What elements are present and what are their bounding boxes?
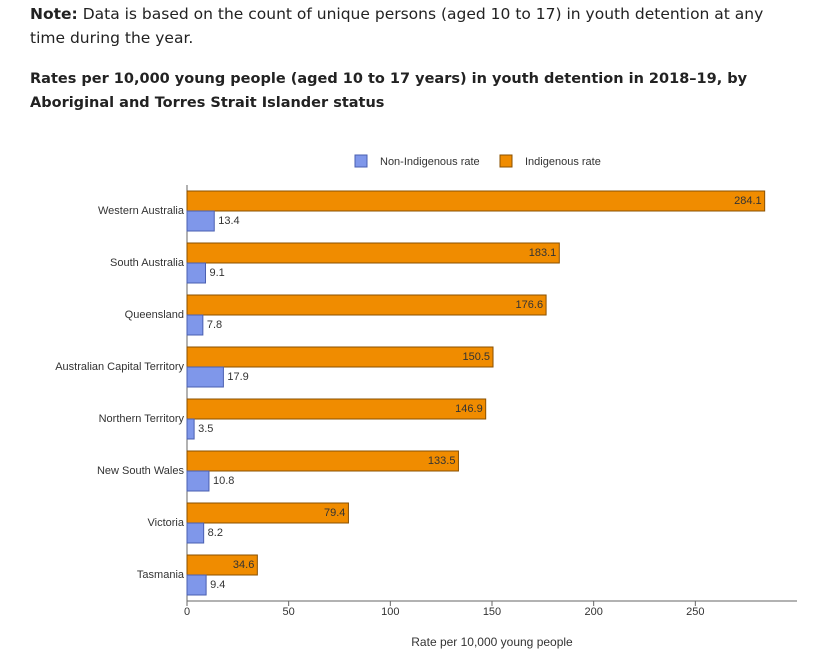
chart-title: Rates per 10,000 young people (aged 10 t… xyxy=(30,71,748,111)
bar xyxy=(186,418,195,440)
bar xyxy=(186,366,224,388)
value-label: 3.5 xyxy=(198,423,213,435)
bar xyxy=(186,574,207,596)
x-axis-label: Rate per 10,000 young people xyxy=(411,635,573,649)
y-tick-label: Victoria xyxy=(148,517,185,529)
value-label: 9.1 xyxy=(210,267,225,279)
y-tick-label: Australian Capital Territory xyxy=(55,361,184,373)
bar xyxy=(186,346,494,368)
bar xyxy=(186,522,205,544)
value-label: 8.2 xyxy=(208,527,223,539)
x-tick-label: 50 xyxy=(283,606,295,618)
x-tick-label: 200 xyxy=(584,606,602,618)
value-label: 10.8 xyxy=(213,475,234,487)
note: Note: Data is based on the count of uniq… xyxy=(30,2,800,50)
value-label: 9.4 xyxy=(210,579,225,591)
bar xyxy=(186,314,204,336)
value-label: 176.6 xyxy=(516,299,544,311)
value-label: 284.1 xyxy=(734,195,762,207)
legend-swatch xyxy=(354,154,368,168)
value-label: 79.4 xyxy=(324,507,345,519)
bar xyxy=(186,294,547,316)
bar xyxy=(186,502,349,524)
x-tick-label: 250 xyxy=(686,606,704,618)
value-label: 183.1 xyxy=(529,247,557,259)
value-label: 146.9 xyxy=(455,403,483,415)
x-tick-label: 0 xyxy=(184,606,190,618)
x-tick-label: 100 xyxy=(381,606,399,618)
legend-label: Non-Indigenous rate xyxy=(380,156,480,168)
bar xyxy=(186,242,560,264)
note-text: Data is based on the count of unique per… xyxy=(30,5,764,47)
bar xyxy=(186,470,210,492)
bar xyxy=(186,554,258,576)
y-tick-label: Northern Territory xyxy=(99,413,185,425)
x-tick-label: 150 xyxy=(483,606,501,618)
bar xyxy=(186,190,766,212)
bar xyxy=(186,450,459,472)
value-label: 150.5 xyxy=(462,351,490,363)
legend-label: Indigenous rate xyxy=(525,156,601,168)
bar xyxy=(186,210,215,232)
y-tick-label: New South Wales xyxy=(97,465,185,477)
value-label: 13.4 xyxy=(218,215,239,227)
y-tick-label: Western Australia xyxy=(98,205,185,217)
y-tick-label: Queensland xyxy=(125,309,184,321)
bar xyxy=(186,398,487,420)
value-label: 133.5 xyxy=(428,455,456,467)
legend-swatch xyxy=(499,154,513,168)
y-tick-label: Tasmania xyxy=(137,569,185,581)
y-tick-label: South Australia xyxy=(110,257,185,269)
note-label: Note: xyxy=(30,5,78,23)
value-label: 34.6 xyxy=(233,559,254,571)
value-label: 7.8 xyxy=(207,319,222,331)
bar xyxy=(186,262,207,284)
value-label: 17.9 xyxy=(227,371,248,383)
